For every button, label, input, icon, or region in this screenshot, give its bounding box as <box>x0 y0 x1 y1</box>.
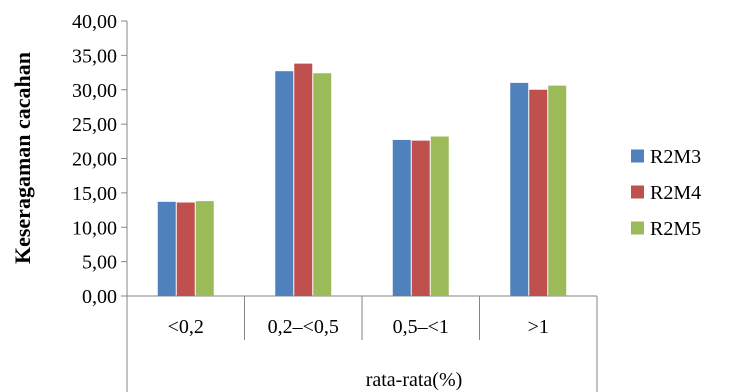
y-tick-label: 0,00 <box>82 286 117 308</box>
legend-swatch-r2m4 <box>631 185 644 199</box>
bar-r2m3-2 <box>392 139 411 296</box>
bar-r2m4-0 <box>176 202 195 296</box>
legend-label-r2m4: R2M4 <box>650 182 701 204</box>
legend-label-r2m5: R2M5 <box>650 218 701 240</box>
bar-r2m3-0 <box>157 201 176 296</box>
y-tick-label: 40,00 <box>72 11 117 33</box>
legend-swatch-r2m3 <box>631 149 644 163</box>
bars <box>157 63 567 296</box>
y-axis-label: Keseragaman cacahan <box>10 52 35 264</box>
x-axis-label: rata-rata(%) <box>366 369 463 391</box>
x-category-label: <0,2 <box>168 316 204 338</box>
bar-r2m4-1 <box>294 63 313 296</box>
legend-swatch-r2m5 <box>631 221 644 235</box>
y-tick-label: 30,00 <box>72 80 117 102</box>
legend-label-r2m3: R2M3 <box>650 146 701 168</box>
bar-r2m5-1 <box>313 73 332 296</box>
bar-r2m5-3 <box>548 85 567 296</box>
legend: R2M3 R2M4 R2M5 <box>631 146 701 240</box>
bar-r2m4-2 <box>411 140 430 296</box>
x-category-label: 0,5–<1 <box>393 316 449 338</box>
bar-r2m5-2 <box>430 136 449 296</box>
y-tick-label: 10,00 <box>72 217 117 239</box>
bar-r2m3-1 <box>275 71 294 296</box>
y-tick-label: 25,00 <box>72 114 117 136</box>
bar-r2m3-3 <box>510 82 529 296</box>
x-category-label: >1 <box>528 316 549 338</box>
y-tick-label: 15,00 <box>72 183 117 205</box>
x-category-label: 0,2–<0,5 <box>268 316 339 338</box>
bar-r2m5-0 <box>195 201 214 296</box>
y-tick-label: 20,00 <box>72 149 117 171</box>
bar-r2m4-3 <box>529 89 548 296</box>
y-tick-labels: 0,00 5,00 10,00 15,00 20,00 25,00 30,00 35,00 40… <box>72 11 117 308</box>
y-tick-label: 5,00 <box>82 252 117 274</box>
y-tick-label: 35,00 <box>72 45 117 67</box>
x-category-labels: <0,2 0,2–<0,5 0,5–<1 >1 <box>168 316 549 338</box>
